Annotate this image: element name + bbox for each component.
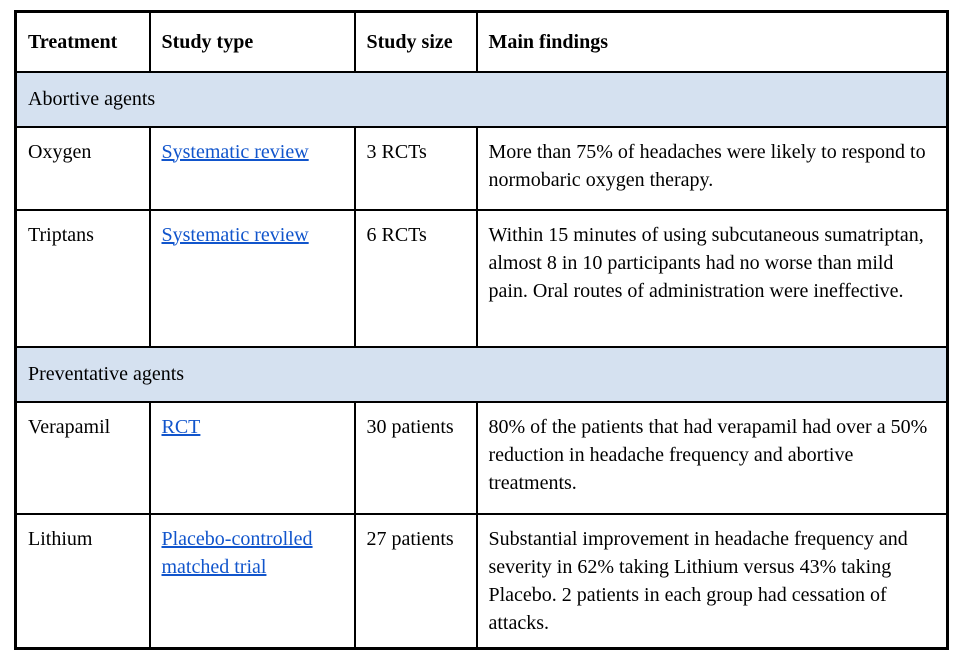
table-row-oxygen: Oxygen Systematic review 3 RCTs More tha…	[14, 125, 949, 211]
study-size-cell: 6 RCTs	[353, 208, 478, 348]
study-type-cell: Placebo-controlled matched trial	[148, 512, 356, 649]
table-header-row: Treatment Study type Study size Main fin…	[14, 10, 949, 73]
treatment-study-table: Treatment Study type Study size Main fin…	[14, 10, 949, 650]
table-row-lithium: Lithium Placebo-controlled matched trial…	[14, 512, 949, 649]
study-type-cell: Systematic review	[148, 125, 356, 211]
treatment-cell: Verapamil	[14, 400, 151, 515]
section-row-preventative: Preventative agents	[14, 345, 949, 403]
main-findings-cell: 80% of the patients that had verapamil h…	[475, 400, 949, 515]
section-header-abortive: Abortive agents	[14, 70, 949, 128]
treatment-cell: Triptans	[14, 208, 151, 348]
main-findings-cell: Within 15 minutes of using subcutaneous …	[475, 208, 949, 348]
study-type-cell: Systematic review	[148, 208, 356, 348]
table-row-triptans: Triptans Systematic review 6 RCTs Within…	[14, 208, 949, 348]
section-row-abortive: Abortive agents	[14, 70, 949, 128]
treatment-cell: Oxygen	[14, 125, 151, 211]
study-type-link-lithium[interactable]: Placebo-controlled matched trial	[161, 527, 313, 578]
main-findings-cell: More than 75% of headaches were likely t…	[475, 125, 949, 211]
section-header-preventative: Preventative agents	[14, 345, 949, 403]
treatment-cell: Lithium	[14, 512, 151, 649]
study-type-link-oxygen[interactable]: Systematic review	[161, 140, 309, 163]
table-row-verapamil: Verapamil RCT 30 patients 80% of the pat…	[14, 400, 949, 515]
study-type-cell: RCT	[148, 400, 356, 515]
study-size-cell: 3 RCTs	[353, 125, 478, 211]
study-size-cell: 30 patients	[353, 400, 478, 515]
column-header-study-type: Study type	[148, 10, 356, 73]
column-header-study-size: Study size	[353, 10, 478, 73]
study-type-link-triptans[interactable]: Systematic review	[161, 223, 309, 246]
study-type-link-verapamil[interactable]: RCT	[161, 415, 201, 438]
main-findings-cell: Substantial improvement in headache freq…	[475, 512, 949, 649]
study-size-cell: 27 patients	[353, 512, 478, 649]
column-header-main-findings: Main findings	[475, 10, 949, 73]
column-header-treatment: Treatment	[14, 10, 151, 73]
